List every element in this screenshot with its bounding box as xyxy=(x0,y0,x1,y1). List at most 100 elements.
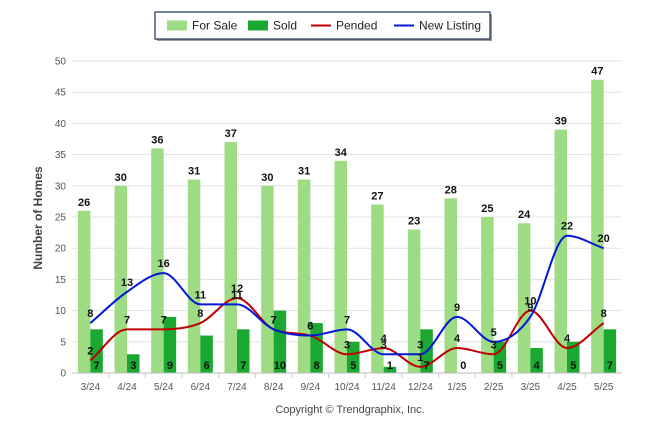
legend-label-new-listing: New Listing xyxy=(419,19,481,33)
y-tick-label: 5 xyxy=(60,337,66,348)
new-listing-line xyxy=(89,234,604,356)
new-listing-data-label: 7 xyxy=(271,314,277,326)
sold-data-label: 6 xyxy=(204,360,210,372)
sold-data-label: 3 xyxy=(130,360,136,372)
new-listing-data-label: 13 xyxy=(121,277,133,289)
for-sale-data-label: 27 xyxy=(371,191,383,203)
sold-data-label: 8 xyxy=(314,360,320,372)
pended-data-label: 12 xyxy=(231,283,243,295)
pended-data-label: 6 xyxy=(307,321,313,333)
sold-bar xyxy=(347,341,360,373)
for-sale-bar xyxy=(334,160,347,373)
y-tick-label: 10 xyxy=(55,306,67,317)
y-tick-label: 25 xyxy=(55,213,67,224)
for-sale-bar xyxy=(444,198,457,373)
x-tick-label: 8/24 xyxy=(264,382,284,393)
pended-data-label: 3 xyxy=(344,339,350,351)
copyright-footer: Copyright © Trendgraphix, Inc. xyxy=(275,404,424,416)
sold-bar xyxy=(383,366,397,373)
for-sale-data-label: 37 xyxy=(225,128,237,140)
x-tick-label: 1/25 xyxy=(447,382,467,393)
sold-bar xyxy=(90,329,103,373)
for-sale-bar xyxy=(407,229,421,373)
for-sale-data-label: 24 xyxy=(518,209,531,221)
x-tick-label: 5/25 xyxy=(594,382,614,393)
for-sale-data-label: 30 xyxy=(261,172,273,184)
x-tick-label: 12/24 xyxy=(408,382,433,393)
for-sale-bar xyxy=(114,185,127,373)
legend: For Sale Sold Pended New Listing xyxy=(154,11,492,41)
new-listing-data-label: 16 xyxy=(158,258,170,270)
for-sale-bar xyxy=(591,79,604,373)
for-sale-data-label: 31 xyxy=(188,166,200,178)
for-sale-data-label: 25 xyxy=(481,203,493,215)
sold-data-label: 5 xyxy=(350,360,356,372)
x-tick-label: 6/24 xyxy=(191,382,211,393)
legend-swatch-sold xyxy=(248,20,268,31)
sold-data-label: 7 xyxy=(240,360,246,372)
pended-data-label: 10 xyxy=(524,296,536,308)
x-tick-label: 9/24 xyxy=(301,382,321,393)
sold-data-label: 4 xyxy=(534,360,541,372)
for-sale-data-label: 26 xyxy=(78,197,90,209)
for-sale-bar xyxy=(371,204,384,373)
x-tick-label: 11/24 xyxy=(372,382,397,393)
y-tick-label: 15 xyxy=(55,275,67,286)
x-tick-label: 2/25 xyxy=(484,382,504,393)
y-tick-label: 20 xyxy=(55,244,67,255)
pended-data-label: 4 xyxy=(454,333,461,345)
sold-data-label: 7 xyxy=(424,360,430,372)
x-tick-label: 3/25 xyxy=(521,382,541,393)
sold-bar xyxy=(567,341,580,373)
pended-data-label: 7 xyxy=(124,314,130,326)
sold-bar xyxy=(127,354,140,373)
y-tick-label: 0 xyxy=(60,369,66,380)
new-listing-data-label: 3 xyxy=(381,339,387,351)
new-listing-data-label: 8 xyxy=(87,308,93,320)
sold-bar xyxy=(493,341,507,373)
for-sale-data-label: 39 xyxy=(555,116,567,128)
x-tick-label: 5/24 xyxy=(154,382,174,393)
legend-label-sold: Sold xyxy=(273,19,297,33)
pended-data-label: 7 xyxy=(161,314,167,326)
new-listing-data-label: 6 xyxy=(307,321,313,333)
legend-swatch-for-sale xyxy=(167,20,187,31)
for-sale-bar xyxy=(297,179,311,373)
sold-bar xyxy=(163,316,177,373)
y-tick-label: 45 xyxy=(55,88,67,99)
for-sale-bar xyxy=(517,223,531,373)
pended-data-label: 4 xyxy=(381,333,388,345)
for-sale-bar xyxy=(481,217,494,373)
sold-bar xyxy=(603,329,617,373)
y-tick-label: 50 xyxy=(55,57,67,68)
legend-label-for-sale: For Sale xyxy=(192,19,238,33)
x-tick-label: 4/25 xyxy=(557,382,577,393)
new-listing-data-label: 11 xyxy=(231,289,243,301)
sold-bar xyxy=(237,329,250,373)
y-tick-label: 35 xyxy=(55,150,67,161)
y-tick-label: 40 xyxy=(55,119,67,130)
y-tick-label: 30 xyxy=(55,181,67,192)
x-tick-label: 4/24 xyxy=(117,382,137,393)
sold-data-label: 7 xyxy=(607,360,613,372)
for-sale-bar xyxy=(554,129,567,373)
for-sale-data-label: 28 xyxy=(445,184,457,196)
new-listing-data-label: 11 xyxy=(195,289,207,301)
for-sale-bar xyxy=(187,179,201,373)
sold-data-label: 0 xyxy=(460,360,466,372)
sold-bar xyxy=(200,335,213,373)
new-listing-data-label: 20 xyxy=(598,233,610,245)
sold-bar xyxy=(273,310,287,373)
line-layer xyxy=(89,234,605,368)
new-listing-data-label: 22 xyxy=(561,221,573,233)
for-sale-bar xyxy=(151,148,164,373)
sold-data-label: 10 xyxy=(274,360,286,372)
sold-data-label: 7 xyxy=(94,360,100,372)
pended-data-label: 8 xyxy=(197,308,203,320)
pended-data-label: 8 xyxy=(601,308,607,320)
sold-data-label: 1 xyxy=(387,360,393,372)
